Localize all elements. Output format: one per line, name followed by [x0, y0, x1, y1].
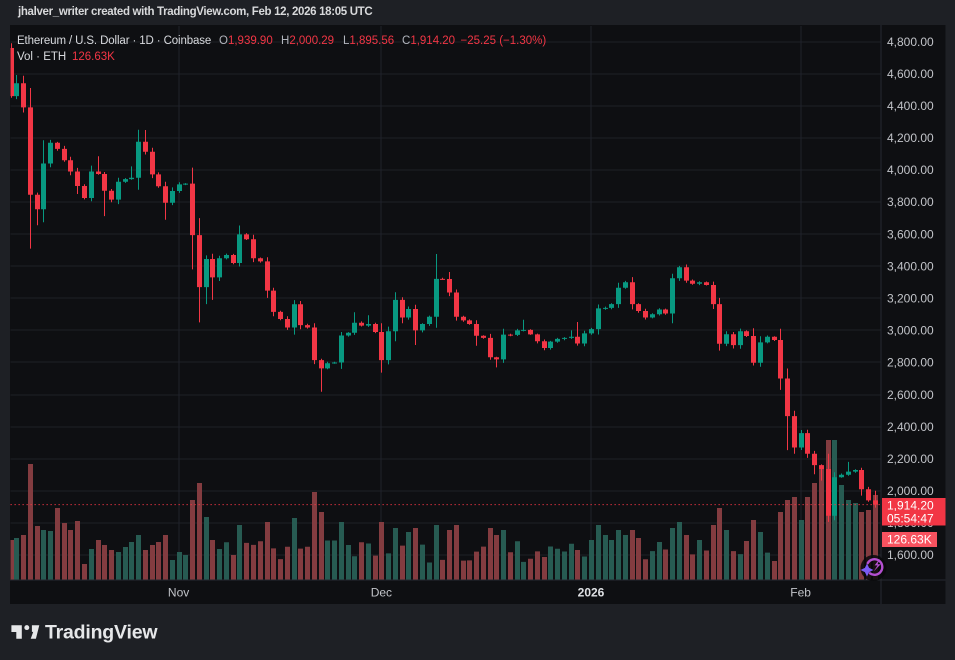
svg-text:2,400.00: 2,400.00	[887, 420, 934, 434]
svg-text:2,200.00: 2,200.00	[887, 452, 934, 466]
svg-text:2,600.00: 2,600.00	[887, 388, 934, 402]
svg-text:3,400.00: 3,400.00	[887, 259, 934, 273]
svg-text:Nov: Nov	[168, 586, 189, 600]
svg-text:TradingView: TradingView	[45, 621, 158, 643]
svg-text:3,600.00: 3,600.00	[887, 227, 934, 241]
svg-text:2,000.00: 2,000.00	[887, 484, 934, 498]
svg-text:2026: 2026	[578, 586, 605, 600]
svg-text:1,600.00: 1,600.00	[887, 548, 934, 562]
svg-text:4,000.00: 4,000.00	[887, 163, 934, 177]
svg-text:4,800.00: 4,800.00	[887, 35, 934, 49]
svg-text:1,914.20: 1,914.20	[887, 499, 934, 513]
svg-text:3,800.00: 3,800.00	[887, 195, 934, 209]
svg-text:3,200.00: 3,200.00	[887, 292, 934, 306]
svg-text:Dec: Dec	[371, 586, 392, 600]
svg-text:4,200.00: 4,200.00	[887, 131, 934, 145]
svg-text:05:54:47: 05:54:47	[887, 512, 934, 526]
svg-text:3,000.00: 3,000.00	[887, 324, 934, 338]
svg-text:4,400.00: 4,400.00	[887, 99, 934, 113]
svg-text:4,600.00: 4,600.00	[887, 67, 934, 81]
svg-text:126.63K: 126.63K	[887, 533, 932, 547]
svg-text:2,800.00: 2,800.00	[887, 356, 934, 370]
svg-text:Feb: Feb	[790, 586, 811, 600]
